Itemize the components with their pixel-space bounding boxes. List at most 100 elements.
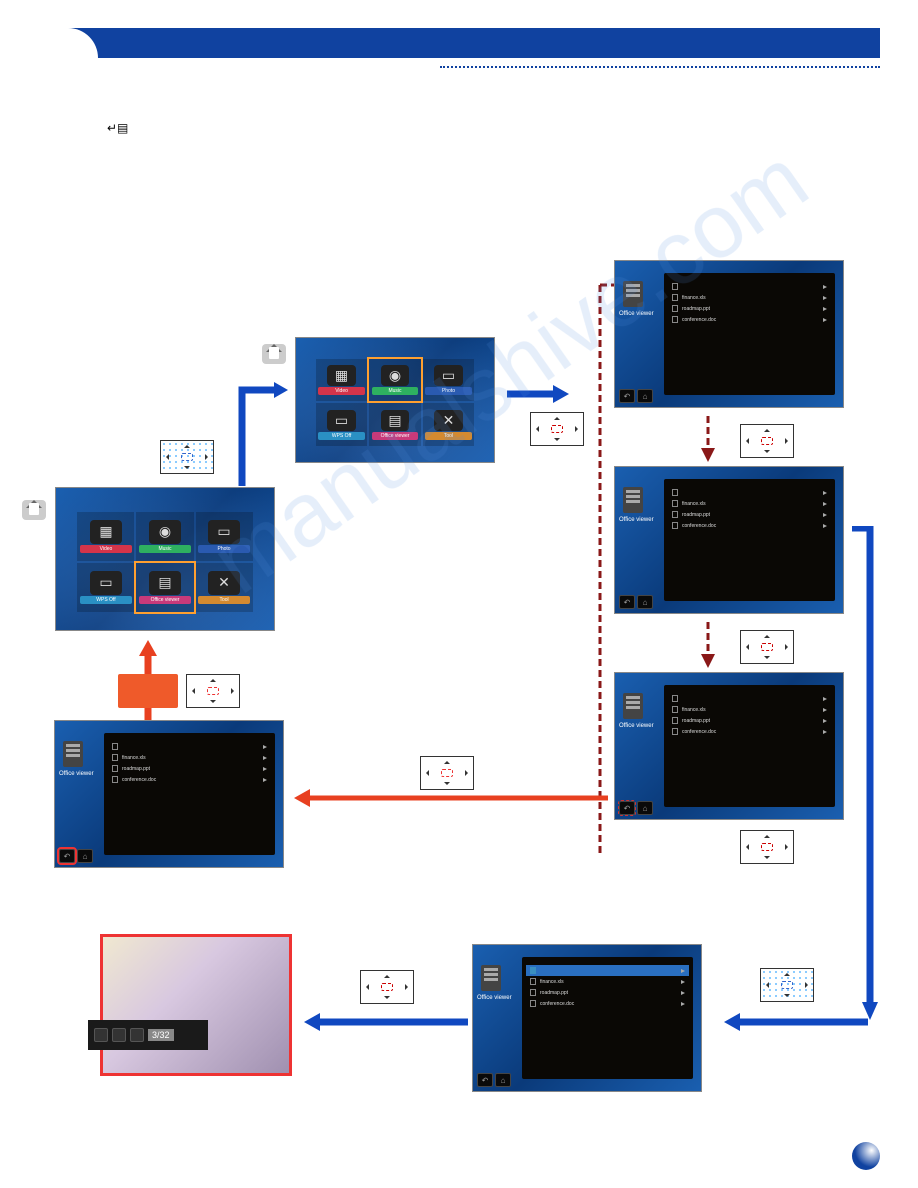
file-row[interactable]: finance.xls xyxy=(526,976,689,987)
file-screen-4: Office viewer finance.xlsroadmap.pptconf… xyxy=(472,944,702,1092)
menu-cell-label: Photo xyxy=(425,387,471,395)
file-screen-label: Office viewer xyxy=(619,311,654,317)
header-bar xyxy=(38,28,880,58)
music-icon: ◉ xyxy=(149,520,180,544)
corner-back-icon[interactable]: ↶ xyxy=(619,595,635,609)
file-row[interactable]: conference.doc xyxy=(526,998,689,1009)
file-row[interactable]: conference.doc xyxy=(668,314,831,325)
file-folder-row[interactable] xyxy=(526,965,689,976)
photo-icon: ▭ xyxy=(208,520,239,544)
menu-cell-office-viewer[interactable]: ▤Office viewer xyxy=(369,403,420,445)
home-icon-a xyxy=(22,500,46,520)
file-row[interactable]: conference.doc xyxy=(108,774,271,785)
file-folder-row[interactable] xyxy=(668,693,831,704)
preview-toolbar[interactable]: 3/32 xyxy=(88,1020,208,1050)
arrow-1-2 xyxy=(698,414,718,464)
menu-cell-tool[interactable]: ✕Tool xyxy=(196,563,253,612)
file-screen-label: Office viewer xyxy=(477,995,512,1001)
menu-cell-label: WPS Off xyxy=(318,432,364,440)
file-row[interactable]: finance.xls xyxy=(108,752,271,763)
doc-icon xyxy=(623,693,643,719)
menu-cell-label: WPS Off xyxy=(80,596,131,604)
arrow-4-preview xyxy=(300,1010,470,1034)
music-icon: ◉ xyxy=(381,365,409,386)
menu-cell-wps-off[interactable]: ▭WPS Off xyxy=(316,403,367,445)
prev-tool-icon[interactable] xyxy=(130,1028,144,1042)
corner-back-icon[interactable]: ↶ xyxy=(619,389,635,403)
arrow-into-4 xyxy=(720,1010,870,1034)
pad-icon-r3 xyxy=(740,830,794,864)
video-icon: ▦ xyxy=(90,520,121,544)
pad-icon-orange-side xyxy=(186,674,240,708)
file-row[interactable]: conference.doc xyxy=(668,726,831,737)
file-row[interactable]: roadmap.ppt xyxy=(668,715,831,726)
menu-cell-label: Music xyxy=(372,387,418,395)
menu-cell-label: Office viewer xyxy=(372,432,418,440)
header-dotted-line xyxy=(440,66,880,68)
file-row[interactable]: finance.xls xyxy=(668,704,831,715)
prev-tool-icon[interactable] xyxy=(94,1028,108,1042)
photo-icon: ▭ xyxy=(434,365,462,386)
file-row[interactable]: roadmap.ppt xyxy=(526,987,689,998)
file-screen-1: Office viewer finance.xlsroadmap.pptconf… xyxy=(614,260,844,408)
prev-tool-icon[interactable] xyxy=(112,1028,126,1042)
file-row[interactable]: roadmap.ppt xyxy=(668,509,831,520)
menu-cell-music[interactable]: ◉Music xyxy=(369,359,420,401)
pad-icon-r2 xyxy=(740,630,794,664)
file-row[interactable]: finance.xls xyxy=(668,292,831,303)
menu-cell-label: Tool xyxy=(425,432,471,440)
corner-back-icon[interactable]: ↶ xyxy=(477,1073,493,1087)
file-screen-3: Office viewer finance.xlsroadmap.pptconf… xyxy=(614,672,844,820)
menu-cell-tool[interactable]: ✕Tool xyxy=(423,403,474,445)
pad-icon-r1 xyxy=(740,424,794,458)
menu-cell-label: Video xyxy=(80,545,131,553)
corner-home-icon[interactable]: ⌂ xyxy=(637,389,653,403)
video-icon: ▦ xyxy=(327,365,355,386)
preview-screen xyxy=(100,934,292,1076)
menu-cell-photo[interactable]: ▭Photo xyxy=(196,512,253,561)
arrow-2-3 xyxy=(698,620,718,670)
pad-icon-mid xyxy=(360,970,414,1004)
arrow-b-right xyxy=(505,382,571,406)
menu-cell-wps-off[interactable]: ▭WPS Off xyxy=(77,563,134,612)
menu-cell-label: Tool xyxy=(198,596,249,604)
page-indicator: 3/32 xyxy=(148,1029,174,1041)
file-screen-2: Office viewer finance.xlsroadmap.pptconf… xyxy=(614,466,844,614)
menu-cell-video[interactable]: ▦Video xyxy=(316,359,367,401)
file-row[interactable]: roadmap.ppt xyxy=(668,303,831,314)
corner-home-icon[interactable]: ⌂ xyxy=(637,595,653,609)
corner-home-icon[interactable]: ⌂ xyxy=(77,849,93,863)
corner-home-icon[interactable]: ⌂ xyxy=(495,1073,511,1087)
office-viewer-icon: ▤ xyxy=(149,571,180,595)
menu-cell-photo[interactable]: ▭Photo xyxy=(423,359,474,401)
file-row[interactable]: conference.doc xyxy=(668,520,831,531)
file-folder-row[interactable] xyxy=(108,741,271,752)
pad-icon-dotted-2 xyxy=(760,968,814,1002)
menu-cell-label: Video xyxy=(318,387,364,395)
wps-off-icon: ▭ xyxy=(327,410,355,431)
corner-back-icon[interactable]: ↶ xyxy=(619,801,635,815)
wps-off-icon: ▭ xyxy=(90,571,121,595)
file-row[interactable]: roadmap.ppt xyxy=(108,763,271,774)
file-folder-row[interactable] xyxy=(668,281,831,292)
doc-icon xyxy=(623,487,643,513)
tool-icon: ✕ xyxy=(434,410,462,431)
file-row[interactable]: finance.xls xyxy=(668,498,831,509)
orange-block xyxy=(118,674,178,708)
menu-cell-office-viewer[interactable]: ▤Office viewer xyxy=(136,563,193,612)
doc-icon xyxy=(63,741,83,767)
page-number-badge xyxy=(852,1142,880,1170)
corner-back-icon[interactable]: ↶ xyxy=(59,849,75,863)
doc-icon xyxy=(481,965,501,991)
enter-icon: ↵▤ xyxy=(107,121,128,135)
file-screen-label: Office viewer xyxy=(59,771,94,777)
arrow-a-to-b xyxy=(230,380,290,490)
menu-cell-video[interactable]: ▦Video xyxy=(77,512,134,561)
doc-icon xyxy=(623,281,643,307)
tool-icon: ✕ xyxy=(208,571,239,595)
pad-icon-red xyxy=(420,756,474,790)
corner-home-icon[interactable]: ⌂ xyxy=(637,801,653,815)
file-folder-row[interactable] xyxy=(668,487,831,498)
menu-cell-music[interactable]: ◉Music xyxy=(136,512,193,561)
menu-screen-main: ▦Video◉Music▭Photo▭WPS Off▤Office viewer… xyxy=(55,487,275,631)
